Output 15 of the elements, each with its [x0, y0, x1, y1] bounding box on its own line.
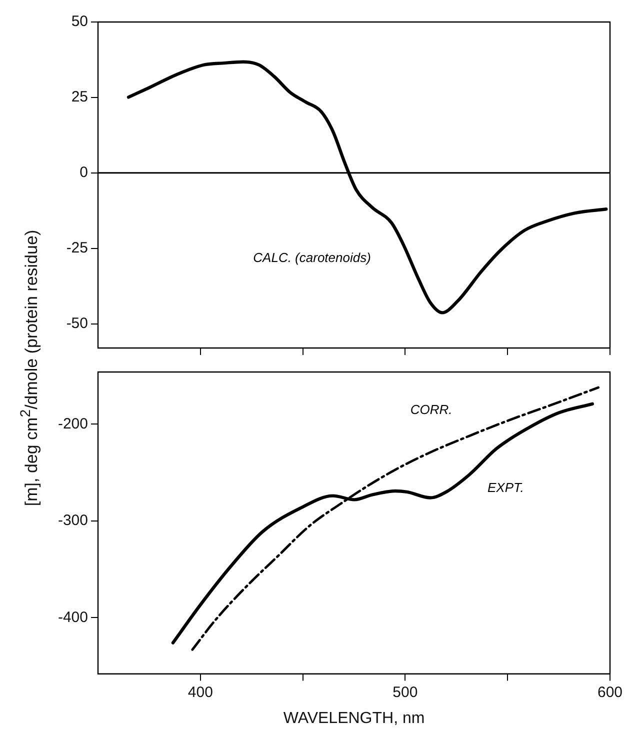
- series-label: CORR.: [410, 402, 452, 417]
- y-tick-label: -200: [58, 415, 88, 432]
- series-label: EXPT.: [488, 480, 524, 496]
- y-tick-label: -25: [66, 240, 88, 257]
- y-tick-label: -400: [58, 608, 88, 626]
- x-tick-label: 400: [188, 684, 213, 701]
- y-tick-label: 50: [71, 13, 88, 30]
- y-tick-label: -50: [66, 314, 88, 332]
- x-tick-label: 600: [597, 684, 623, 701]
- y-tick-label: 25: [71, 88, 88, 106]
- x-axis-title: WAVELENGTH, nm: [283, 710, 425, 727]
- y-tick-label: -300: [58, 512, 88, 530]
- x-tick-label: 500: [392, 684, 418, 701]
- text: CALC. (carotenoids): [253, 250, 371, 265]
- y-tick-label: 0: [80, 164, 88, 182]
